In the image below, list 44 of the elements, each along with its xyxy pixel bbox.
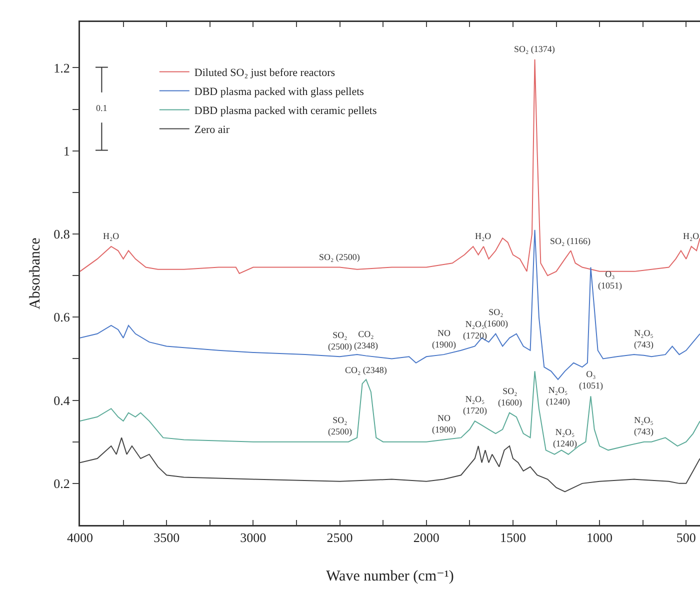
annotation: SO₂ (1374) <box>514 44 555 54</box>
x-tick-label: 4000 <box>67 530 93 546</box>
y-tick-label: 0.2 <box>54 476 70 491</box>
line-series <box>80 229 700 380</box>
annotation: N₂O₅ (1720) <box>463 394 487 416</box>
annotation: O₃ (1051) <box>598 269 622 291</box>
y-axis-title: Absorbance <box>28 237 44 310</box>
x-tick-label: 2500 <box>326 530 353 546</box>
annotation: N₂O₅ (743) <box>634 328 654 350</box>
annotation: 0.1 <box>96 103 108 113</box>
annotation: N₂O₅ (743) <box>634 415 654 437</box>
annotation: H₂O <box>683 231 700 241</box>
annotation: SO₂ (1166) <box>550 236 591 246</box>
x-tick-label: 500 <box>676 530 696 546</box>
annotation: SO₂ (2500) <box>328 415 352 437</box>
y-tick-label: 0.4 <box>54 392 70 408</box>
line-series <box>80 437 700 492</box>
legend-label: Diluted SO₂ just before reactors <box>194 67 336 79</box>
y-tick-label: 1 <box>63 143 70 158</box>
y-tick-label: 0.6 <box>54 310 70 325</box>
annotation: CO₂ (2348) <box>354 329 378 351</box>
x-tick-label: 3500 <box>154 530 180 546</box>
x-tick-label: 1000 <box>586 530 613 546</box>
annotation: NO (1900) <box>432 328 456 350</box>
annotation: SO₂ (1600) <box>484 307 508 329</box>
annotation: H₂O <box>475 231 492 241</box>
annotation: O₃ (1051) <box>579 369 603 391</box>
y-tick-label: 1.2 <box>54 60 70 76</box>
x-tick-label: 2000 <box>413 530 440 546</box>
legend-label: Zero air <box>194 124 230 136</box>
annotation: SO₂ (1600) <box>498 386 522 408</box>
y-tick-label: 0.8 <box>54 226 70 242</box>
x-axis-title: Wave number (cm⁻¹) <box>326 568 454 584</box>
annotation: N₂O₅ (1240) <box>553 427 577 449</box>
legend-label: DBD plasma packed with ceramic pellets <box>194 105 377 117</box>
annotation: H₂O <box>103 231 120 241</box>
legend-label: DBD plasma packed with glass pellets <box>194 86 364 98</box>
annotation: CO₂ (2348) <box>345 365 387 375</box>
annotation: NO (1900) <box>432 413 456 435</box>
annotation: SO₂ (2500) <box>328 330 352 352</box>
annotation: SO₂ (2500) <box>319 252 360 262</box>
annotation: N₂O₅ (1240) <box>546 385 570 407</box>
x-tick-label: 3000 <box>240 530 266 546</box>
x-tick-label: 1500 <box>500 530 526 546</box>
